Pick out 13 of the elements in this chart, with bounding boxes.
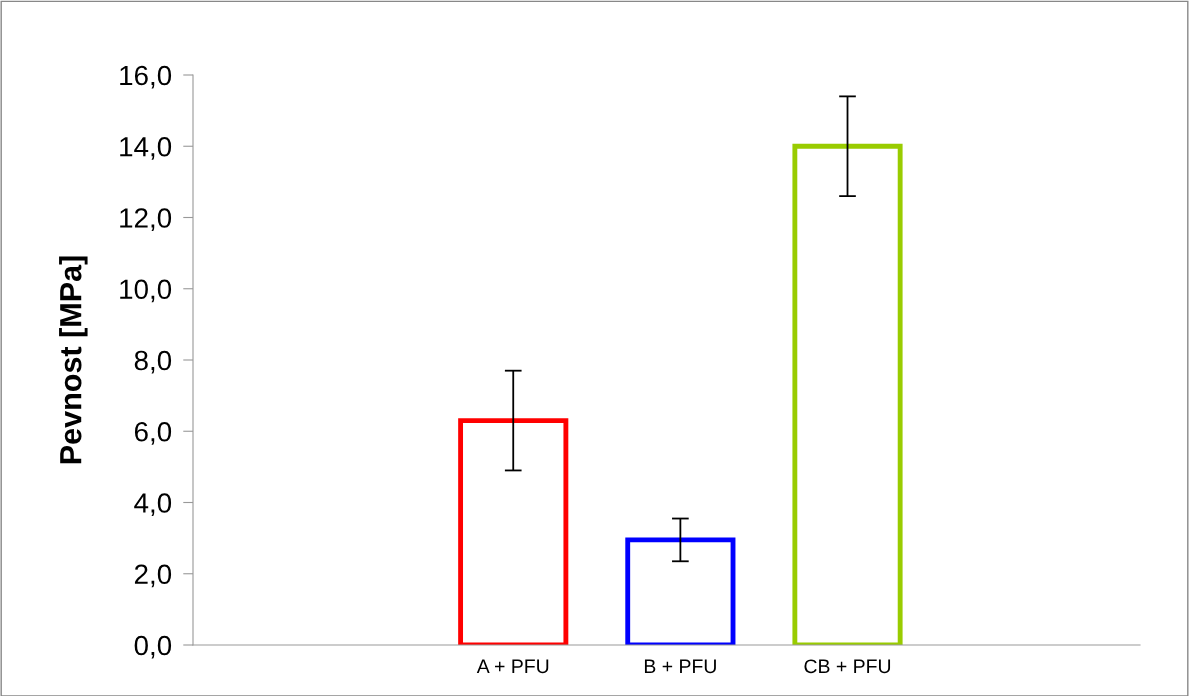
y-tick-label: 14,0: [120, 136, 172, 160]
y-tick-label: 0,0: [134, 635, 172, 659]
y-tick-label: 10,0: [120, 279, 172, 303]
x-tick-label: CB + PFU: [804, 659, 891, 674]
y-tick-label: 8,0: [134, 350, 172, 374]
x-tick-label: B + PFU: [644, 659, 716, 674]
y-tick-label: 12,0: [120, 208, 172, 232]
y-axis-title: Pevnost [MPa]: [59, 256, 88, 464]
y-tick-label: 2,0: [134, 564, 172, 588]
y-tick-label: 4,0: [134, 493, 172, 517]
x-tick-label: A + PFU: [476, 659, 549, 674]
y-tick-label: 6,0: [134, 421, 172, 445]
y-tick-label: 16,0: [120, 65, 172, 89]
